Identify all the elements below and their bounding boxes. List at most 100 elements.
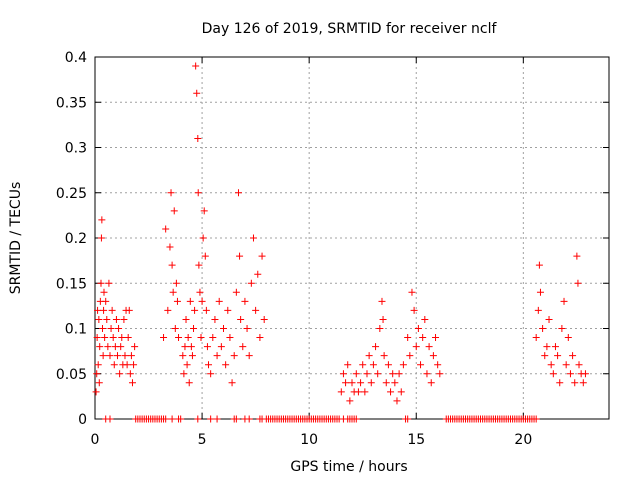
data-point (115, 325, 123, 332)
data-point (339, 370, 347, 378)
data-point (98, 325, 106, 332)
data-point (532, 334, 540, 342)
data-point (361, 388, 369, 396)
data-point (185, 379, 193, 387)
data-point (560, 297, 568, 305)
data-point (166, 243, 174, 251)
data-point (573, 252, 581, 260)
data-point (121, 352, 129, 360)
data-point (180, 370, 188, 378)
data-point (245, 415, 253, 423)
data-point (363, 370, 371, 378)
data-point (408, 288, 416, 296)
data-point (579, 379, 587, 387)
data-point (197, 334, 205, 342)
data-point (564, 334, 572, 342)
data-point (168, 261, 176, 269)
data-point (384, 361, 392, 369)
data-point (352, 370, 360, 378)
data-point (545, 315, 553, 323)
y-tick-label: 0.4 (65, 50, 87, 66)
data-point (162, 415, 170, 423)
data-point (168, 415, 176, 423)
data-point (234, 189, 242, 197)
data-point (202, 306, 210, 314)
y-tick-label: 0.2 (65, 231, 87, 247)
data-point (200, 207, 208, 215)
data-point (406, 352, 414, 360)
x-tick-label: 5 (198, 432, 207, 448)
data-point (188, 352, 196, 360)
data-point (382, 379, 390, 387)
data-point (425, 343, 433, 351)
data-point (211, 315, 219, 323)
data-point (164, 306, 172, 314)
data-point (194, 189, 202, 197)
data-point (95, 315, 103, 323)
data-point (199, 234, 207, 242)
data-point (226, 334, 234, 342)
data-point (177, 415, 185, 423)
data-point (249, 234, 257, 242)
data-point (393, 397, 401, 405)
data-point (103, 315, 111, 323)
data-point (183, 361, 191, 369)
y-tick-label: 0.35 (56, 95, 87, 111)
data-point (187, 343, 195, 351)
data-point (399, 361, 407, 369)
data-point (344, 361, 352, 369)
data-point (196, 288, 204, 296)
data-point (260, 315, 268, 323)
data-point (173, 297, 181, 305)
data-point (558, 325, 566, 332)
y-axis-label: SRMTID / TECUs (8, 182, 24, 295)
data-point (352, 415, 360, 423)
data-point (92, 388, 100, 396)
data-point (581, 370, 589, 378)
data-point (551, 343, 559, 351)
data-point (184, 334, 192, 342)
data-point (232, 288, 240, 296)
data-point (412, 343, 420, 351)
data-point (179, 352, 187, 360)
data-point (574, 279, 582, 287)
chart-title: Day 126 of 2019, SRMTID for receiver ncl… (202, 21, 498, 37)
data-point (213, 415, 221, 423)
data-point (258, 252, 266, 260)
data-point (117, 343, 125, 351)
data-point (245, 352, 253, 360)
data-point (194, 415, 202, 423)
data-point (205, 361, 213, 369)
data-point (162, 225, 170, 233)
data-point (535, 261, 543, 269)
data-point (222, 361, 230, 369)
data-point (239, 343, 247, 351)
data-point (106, 352, 114, 360)
data-point (369, 361, 377, 369)
data-point (169, 288, 177, 296)
data-point (566, 370, 574, 378)
data-point (190, 325, 198, 332)
axis-ticks: 0 0.05 0.1 0.15 0.2 0.25 0.3 0.35 0.4 0 5 10 15 20 (56, 50, 609, 448)
data-point (541, 352, 549, 360)
data-point (131, 343, 139, 351)
data-point (97, 234, 105, 242)
data-point (191, 306, 199, 314)
data-point (116, 370, 124, 378)
data-point (247, 279, 255, 287)
data-point (346, 397, 354, 405)
data-point (104, 343, 112, 351)
data-point (434, 361, 442, 369)
data-point (107, 325, 115, 332)
data-point (554, 352, 562, 360)
data-point (391, 379, 399, 387)
x-tick-label: 20 (514, 432, 532, 448)
data-point (105, 279, 113, 287)
data-point (254, 270, 262, 278)
data-point (547, 361, 555, 369)
data-point (97, 279, 105, 287)
data-point (93, 370, 101, 378)
data-point (562, 361, 570, 369)
data-point (95, 379, 103, 387)
data-point (236, 252, 244, 260)
